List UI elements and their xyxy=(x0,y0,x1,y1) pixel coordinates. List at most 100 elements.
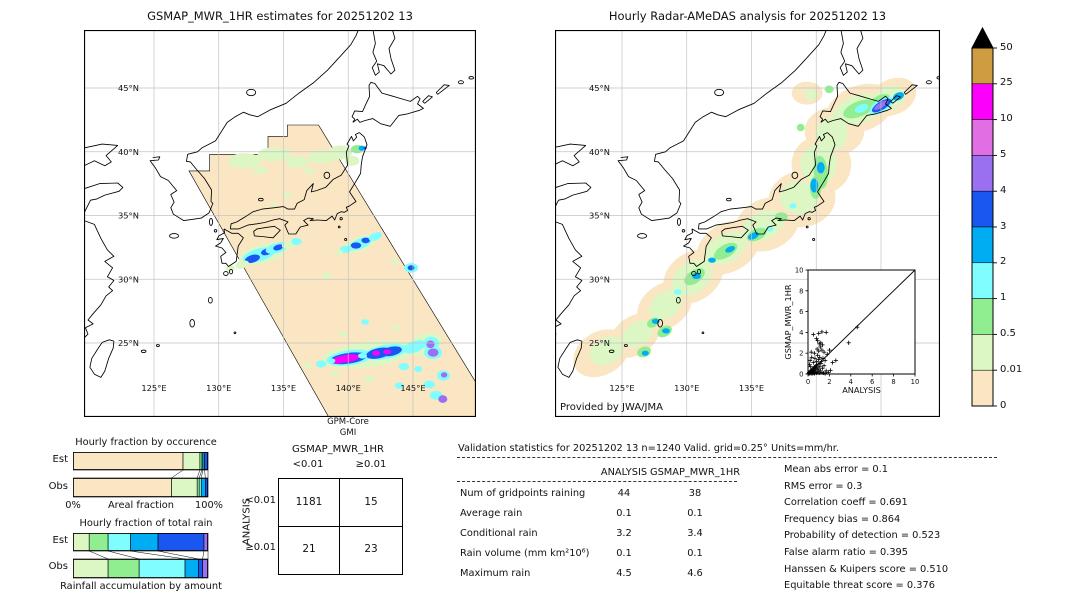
stats-row-item: 4.6 xyxy=(687,568,703,579)
stats-row-item: 38 xyxy=(688,488,702,499)
stats-metric: Probability of detection = 0.523 xyxy=(784,530,941,542)
lon-tick-label: 130°E xyxy=(674,383,699,393)
contingency-cell-01: 15 xyxy=(364,496,378,508)
stats-row-item: Maximum rain xyxy=(460,568,531,579)
colorbar-tick-label: 10 xyxy=(1000,113,1013,125)
stats-metric: Correlation coeff = 0.691 xyxy=(784,497,908,509)
lat-tick-label: 45°N xyxy=(589,83,610,93)
contingency-cell-11: 23 xyxy=(364,543,378,555)
radar-amedas-map: 45°N 40°N 35°N 30°N 25°N 125°E 130°E 135°E Provi… xyxy=(555,30,940,417)
lat-tick-label: 40°N xyxy=(589,147,610,157)
stats-metric: Frequency bias = 0.864 xyxy=(784,513,901,525)
contingency-row-label-0: <0.01 xyxy=(245,495,276,506)
colorbar-tick-label: 2 xyxy=(1000,256,1007,268)
left-map-title: GSMAP_MWR_1HR estimates for 20251202 13 xyxy=(147,9,413,23)
stats-row-item: Rain volume (mm km²10⁶) xyxy=(460,548,590,559)
inset-points xyxy=(806,325,860,376)
lon-tick-label: 135°E xyxy=(271,383,296,393)
stats-row-item: Num of gridpoints raining xyxy=(460,488,586,499)
colorbar-tick-label: 0.01 xyxy=(1000,363,1023,375)
colorbar-tick-label: 1 xyxy=(1000,292,1007,304)
sensor-label-line2: GMI xyxy=(339,428,357,438)
right-map-title: Hourly Radar-AMeDAS analysis for 2025120… xyxy=(608,9,887,23)
lat-tick-label: 30°N xyxy=(118,274,139,284)
colorbar xyxy=(971,26,997,407)
gsmap-estimate-map: 45°N 40°N 35°N 30°N 25°N 125°E 130°E 135°E 140°E… xyxy=(84,30,476,417)
svg-text:10: 10 xyxy=(795,267,804,275)
left_map-gridlines xyxy=(84,30,476,417)
occurrence-x-right: 100% xyxy=(194,500,223,511)
svg-tot-connectors xyxy=(89,550,209,560)
colorbar-tick-label: 5 xyxy=(1000,148,1007,160)
occurrence-chart-title: Hourly fraction by occurence xyxy=(75,437,217,448)
lon-tick-label: 145°E xyxy=(400,383,425,393)
totalrain-row-label-est: Est xyxy=(52,535,68,546)
stats-header-rule xyxy=(457,457,997,458)
svg-text:6: 6 xyxy=(870,378,874,386)
stats-row-item: 0.1 xyxy=(687,508,703,519)
stats-metric: Mean abs error = 0.1 xyxy=(784,464,888,475)
contingency-grid: 1181 15 21 23 xyxy=(278,478,403,575)
colorbar-over-arrow xyxy=(971,26,994,49)
svg-text:2: 2 xyxy=(799,350,803,358)
svg-occ-connectors xyxy=(171,469,209,479)
occurrence-stacked-bars xyxy=(73,452,209,498)
svg-text:10: 10 xyxy=(911,378,920,386)
inset-tick-labels: 00 2 2 4 4 6 6 8 8 10 10 xyxy=(795,267,919,387)
colorbar-tick-label: 50 xyxy=(1000,41,1013,53)
stats-header: Validation statistics for 20251202 13 n=… xyxy=(458,443,840,454)
inset-ylabel: GSMAP_MWR_1HR xyxy=(783,284,793,360)
contingency-row-label-1: ≥0.01 xyxy=(245,542,276,553)
inset-xlabel: ANALYSIS xyxy=(842,385,881,395)
right_map-coastlines xyxy=(555,30,940,378)
svg-text:8: 8 xyxy=(891,378,895,386)
lat-tick-label: 45°N xyxy=(118,83,139,93)
contingency-col-label-0: <0.01 xyxy=(292,459,324,470)
occurrence-x-left: 0% xyxy=(65,500,81,511)
lat-tick-label: 35°N xyxy=(589,211,610,221)
contingency-cell-10: 21 xyxy=(302,543,316,555)
svg-text:8: 8 xyxy=(799,287,803,295)
map-credit: Provided by JWA/JMA xyxy=(560,402,663,413)
stats-row-item: 3.4 xyxy=(687,528,703,539)
lat-tick-label: 40°N xyxy=(118,147,139,157)
totalrain-row-label-obs: Obs xyxy=(48,561,68,572)
stats-row-item: 3.2 xyxy=(616,528,632,539)
stats-row-item: Conditional rain xyxy=(460,528,538,539)
svg-text:2: 2 xyxy=(827,378,831,386)
lon-tick-label: 130°E xyxy=(206,383,231,393)
sensor-label-line1: GPM-Core xyxy=(327,417,369,427)
totalrain-caption: Rainfall accumulation by amount xyxy=(60,581,222,592)
contingency-col-label-1: ≥0.01 xyxy=(355,459,387,470)
stats-row-item: 0.1 xyxy=(616,508,632,519)
occurrence-x-label: Areal fraction xyxy=(107,500,174,511)
lon-tick-label: 125°E xyxy=(141,383,166,393)
colorbar-tick-label: 3 xyxy=(1000,220,1007,232)
lon-tick-label: 135°E xyxy=(739,383,764,393)
colorbar-tick-label: 25 xyxy=(1000,77,1013,89)
stats-row-item: 44 xyxy=(617,488,631,499)
stats-row-item: 0.1 xyxy=(616,548,632,559)
lat-tick-label: 25°N xyxy=(118,338,139,348)
svg-text:0: 0 xyxy=(799,371,803,379)
colorbar-tick-label: 0 xyxy=(1000,399,1007,411)
svg-text:6: 6 xyxy=(799,308,803,316)
lat-tick-label: 25°N xyxy=(589,338,610,348)
lon-tick-label: 125°E xyxy=(609,383,634,393)
occurrence-row-label-obs: Obs xyxy=(48,481,68,492)
stats-metric: False alarm ratio = 0.395 xyxy=(784,547,909,558)
svg-text:0: 0 xyxy=(806,378,810,386)
right_map-tick-labels: 45°N 40°N 35°N 30°N 25°N 125°E 130°E 135°E xyxy=(589,83,764,393)
stats-metric: RMS error = 0.3 xyxy=(784,480,863,492)
totalrain-chart-title: Hourly fraction of total rain xyxy=(79,518,213,529)
right_map-precip-field xyxy=(573,77,917,378)
stats-row-item: 0.1 xyxy=(687,548,703,559)
colorbar-tick-label: 4 xyxy=(1000,184,1007,196)
svg-text:4: 4 xyxy=(799,329,803,337)
stats-row-item: Average rain xyxy=(460,508,523,519)
stats-metric: Equitable threat score = 0.376 xyxy=(784,580,935,592)
stats-row-item: 4.5 xyxy=(616,568,632,579)
contingency-cell-00: 1181 xyxy=(295,496,323,508)
contingency-col-header: GSMAP_MWR_1HR xyxy=(292,444,384,455)
